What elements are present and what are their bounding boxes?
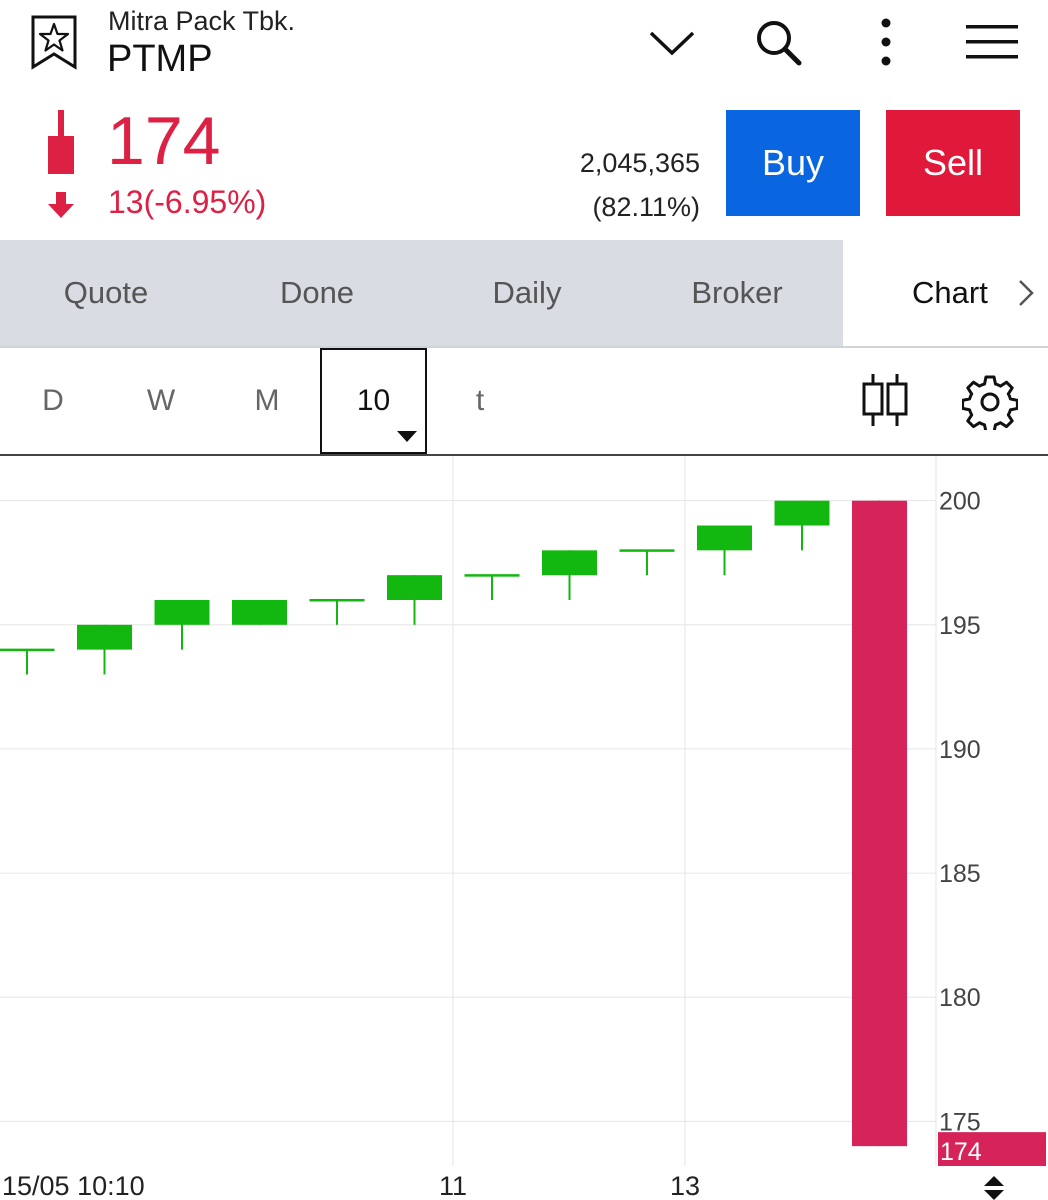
candle-up: [77, 624, 132, 650]
sell-button[interactable]: Sell: [886, 110, 1020, 216]
tabs-divider: [0, 346, 1048, 348]
buy-button[interactable]: Buy: [726, 110, 860, 216]
y-tick-label: 200: [939, 488, 981, 516]
candle-up: [232, 599, 287, 625]
tab-chart[interactable]: Chart: [843, 240, 1048, 346]
axis-scale-handle-icon[interactable]: [984, 1176, 1004, 1200]
period-day[interactable]: D: [42, 384, 64, 417]
x-tick-label: 11: [439, 1171, 467, 1200]
chevron-down-icon[interactable]: [644, 14, 700, 70]
x-axis-strip: [0, 1166, 1048, 1200]
volume-value: 2,045,365: [579, 148, 700, 178]
quote-tabs: Quote Done Daily Broker Chart: [0, 240, 1048, 346]
y-tick-label: 175: [939, 1108, 981, 1136]
period-selector: D W M 10 t: [0, 348, 1048, 454]
tab-daily[interactable]: Daily: [492, 275, 562, 310]
star-bookmark-icon[interactable]: [30, 14, 78, 70]
candle-up: [774, 500, 830, 526]
last-price: 174: [107, 103, 221, 179]
candle-up: [387, 575, 442, 600]
volume-percent: (82.11%): [592, 192, 700, 222]
arrow-down-icon: [48, 192, 74, 218]
period-interval-label: 10: [356, 384, 391, 417]
header: Mitra Pack Tbk. PTMP: [0, 0, 1048, 96]
tab-broker[interactable]: Broker: [691, 275, 783, 310]
x-tick-label: 13: [670, 1171, 700, 1200]
candle-up: [697, 525, 752, 551]
y-tick-label: 195: [939, 612, 981, 640]
candle-down: [852, 500, 907, 1147]
settings-gear-icon[interactable]: [962, 374, 1018, 430]
period-week[interactable]: W: [146, 384, 176, 417]
tab-chart-label: Chart: [912, 275, 988, 310]
candle-up: [0, 648, 55, 652]
chevron-right-icon[interactable]: [1016, 278, 1036, 308]
company-name: Mitra Pack Tbk.: [108, 6, 296, 36]
current-price-label: 174: [940, 1138, 982, 1166]
candle-up: [309, 598, 365, 602]
period-divider: [0, 454, 1048, 456]
down-candle-icon: [48, 110, 74, 174]
y-tick-label: 180: [939, 984, 981, 1012]
ticker-code: PTMP: [107, 38, 213, 80]
tab-quote[interactable]: Quote: [63, 275, 149, 310]
more-vertical-icon[interactable]: [868, 14, 904, 70]
price-change: 13(-6.95%): [108, 184, 267, 220]
tab-done[interactable]: Done: [279, 275, 355, 310]
candle-up: [619, 549, 675, 552]
x-tick-label: 15/05 10:10: [2, 1171, 145, 1200]
period-interval-dropdown[interactable]: 10: [320, 348, 427, 454]
candle-up: [464, 574, 520, 577]
period-month[interactable]: M: [254, 384, 280, 417]
hamburger-menu-icon[interactable]: [962, 14, 1022, 70]
quote-summary: 174 13(-6.95%) 2,045,365 (82.11%) Buy Se…: [0, 96, 1048, 238]
search-icon[interactable]: [750, 14, 806, 70]
y-tick-label: 190: [939, 736, 981, 764]
caret-down-icon: [397, 431, 417, 442]
candle-up: [542, 550, 597, 576]
candlestick-type-icon[interactable]: [860, 372, 910, 428]
candle-up: [154, 599, 210, 625]
y-tick-label: 185: [939, 860, 981, 888]
period-t[interactable]: t: [475, 384, 485, 417]
